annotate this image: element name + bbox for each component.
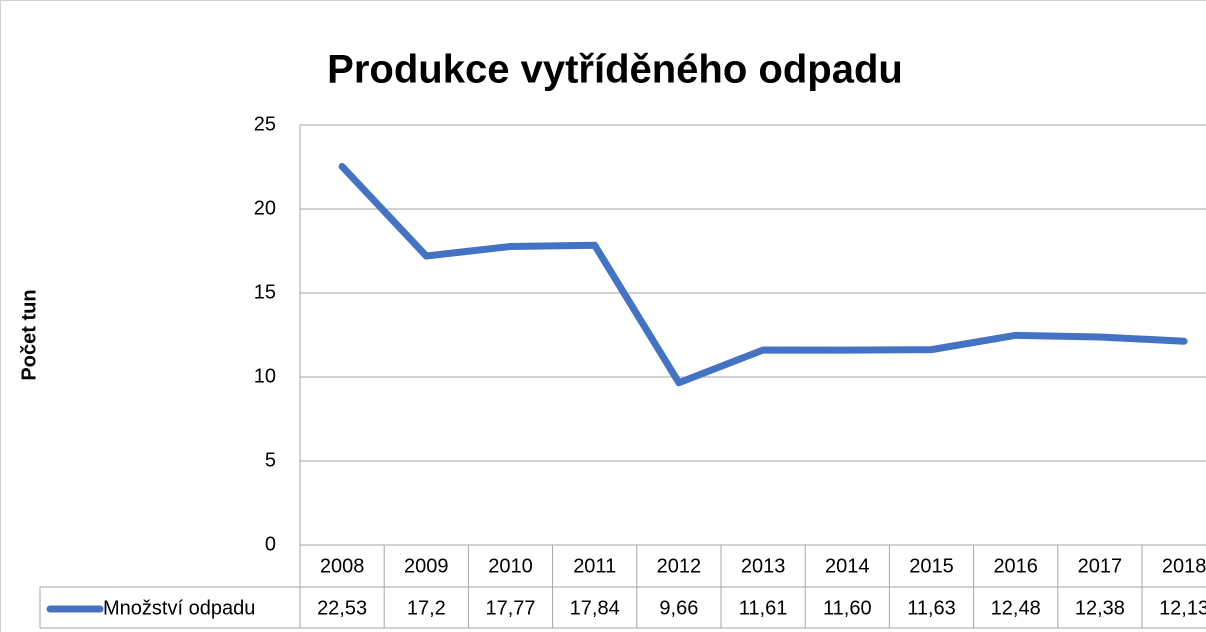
legend-label: Množství odpadu xyxy=(103,597,255,619)
y-tick-label: 20 xyxy=(254,197,276,219)
x-tick-label: 2017 xyxy=(1078,555,1123,577)
data-label: 17,77 xyxy=(485,597,535,619)
data-line xyxy=(338,162,1188,387)
data-label: 11,60 xyxy=(823,597,872,619)
x-tick-label: 2016 xyxy=(993,555,1038,577)
data-label: 17,84 xyxy=(570,597,620,619)
data-label: 9,66 xyxy=(659,597,698,619)
x-tick-label: 2008 xyxy=(320,555,365,577)
y-axis-label: Počet tun xyxy=(18,289,40,380)
y-tick-label: 10 xyxy=(254,365,276,387)
y-tick-label: 25 xyxy=(254,113,276,135)
x-tick-label: 2011 xyxy=(573,555,616,577)
data-label: 12,48 xyxy=(991,597,1041,619)
data-label: 12,38 xyxy=(1075,597,1125,619)
x-tick-label: 2018 xyxy=(1162,555,1206,577)
y-tick-label: 15 xyxy=(254,281,276,303)
chart-title: Produkce vytříděného odpadu xyxy=(327,48,903,92)
x-tick-label: 2009 xyxy=(404,555,449,577)
x-tick-label: 2013 xyxy=(741,555,786,577)
data-label: 11,61 xyxy=(739,597,788,619)
data-label: 12,13 xyxy=(1159,597,1206,619)
x-tick-label: 2015 xyxy=(909,555,954,577)
x-tick-label: 2010 xyxy=(488,555,533,577)
data-label: 22,53 xyxy=(317,597,367,619)
data-label: 17,2 xyxy=(407,597,446,619)
y-tick-label: 5 xyxy=(265,449,276,471)
y-tick-label: 0 xyxy=(265,533,276,555)
x-tick-label: 2012 xyxy=(657,555,702,577)
x-tick-label: 2014 xyxy=(825,555,870,577)
data-label: 11,63 xyxy=(907,597,956,619)
